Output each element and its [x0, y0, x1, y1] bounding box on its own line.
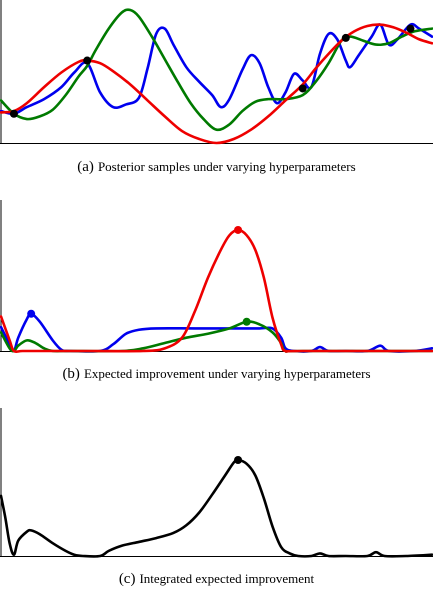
panel-b: (b) Expected improvement under varying h… — [0, 200, 433, 390]
caption-b-text: Expected improvement under varying hyper… — [83, 366, 371, 381]
ei-marker-0 — [27, 309, 36, 318]
posterior-curve-0 — [0, 22, 433, 116]
chart-integrated-expected-improvement — [0, 408, 433, 558]
chart-expected-improvement — [0, 200, 433, 353]
ei-marker-1 — [242, 317, 251, 326]
posterior-marker-2 — [298, 84, 307, 93]
posterior-marker-1 — [83, 56, 92, 65]
caption-c: (c) Integrated expected improvement — [0, 570, 433, 588]
ei-curve-1 — [0, 320, 433, 353]
ei-marker-2 — [234, 225, 243, 234]
ei-curve-2 — [0, 228, 433, 353]
panel-a: (a) Posterior samples under varying hype… — [0, 0, 433, 180]
caption-c-text: Integrated expected improvement — [139, 571, 315, 586]
posterior-curve-2 — [0, 23, 433, 145]
posterior-marker-0 — [9, 109, 18, 118]
caption-b-letter: (b) — [62, 366, 80, 382]
posterior-marker-4 — [406, 24, 415, 33]
caption-a-letter: (a) — [77, 159, 94, 175]
caption-c-letter: (c) — [118, 571, 136, 587]
posterior-curve-1 — [0, 8, 433, 132]
chart-posterior-samples — [0, 0, 433, 145]
caption-a: (a) Posterior samples under varying hype… — [0, 158, 433, 176]
caption-b: (b) Expected improvement under varying h… — [0, 365, 433, 383]
integrated-ei-marker-0 — [234, 456, 243, 464]
posterior-marker-3 — [341, 33, 350, 42]
panel-c: (c) Integrated expected improvement — [0, 408, 433, 590]
caption-a-text: Posterior samples under varying hyperpar… — [97, 159, 356, 174]
integrated-ei-curve-0 — [0, 458, 433, 558]
